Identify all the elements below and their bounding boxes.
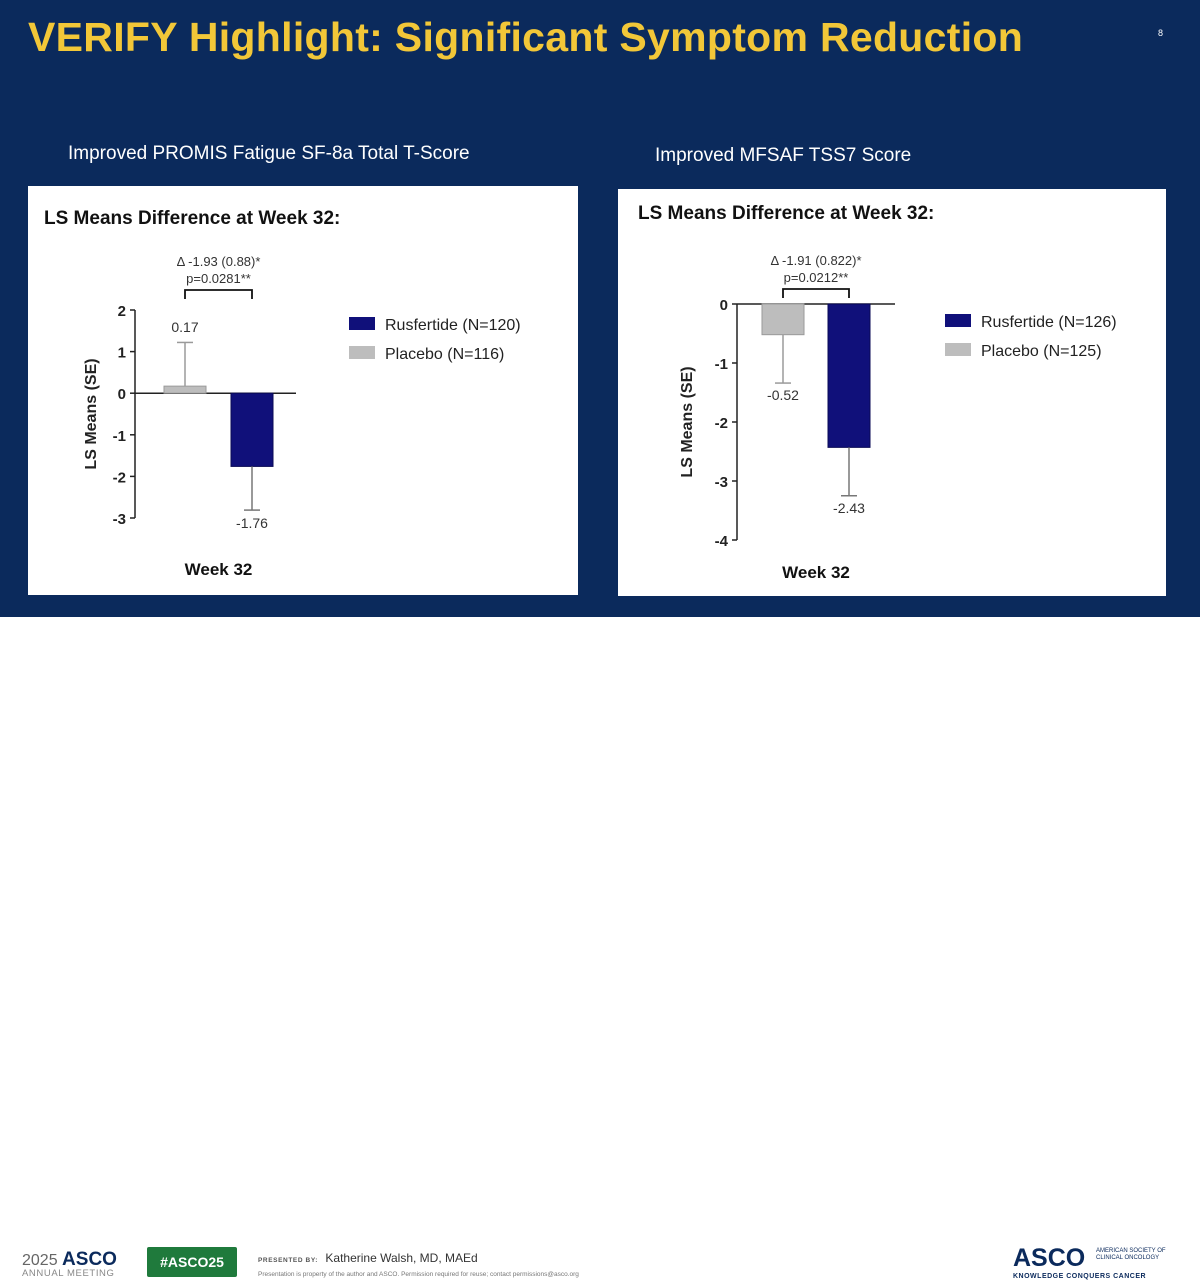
y-tick-label: -3 <box>715 474 728 491</box>
delta-annotation: Δ -1.91 (0.822)* <box>770 253 861 268</box>
y-tick-label: -1 <box>715 356 728 373</box>
presented-by-label: PRESENTED BY: <box>258 1257 319 1264</box>
y-tick-label: 0 <box>118 386 126 403</box>
chart-2: LS Means Difference at Week 32: 0 -1 -2 -3 -4… <box>638 203 1117 582</box>
chart-title: LS Means Difference at Week 32: <box>44 208 340 229</box>
p-value-annotation: p=0.0281** <box>186 271 251 286</box>
significance-bracket <box>184 289 253 299</box>
legend-swatch-rusfertide <box>349 317 375 330</box>
x-axis-label: Week 32 <box>185 560 253 579</box>
y-tick-label: -1 <box>113 428 126 445</box>
legend-label-placebo: Placebo (N=125) <box>981 343 1102 360</box>
legend-swatch-rusfertide <box>945 314 971 327</box>
presenter-name: Katherine Walsh, MD, MAEd <box>325 1251 478 1265</box>
slide-number: 8 <box>1158 28 1164 38</box>
hashtag-badge: #ASCO25 <box>147 1247 237 1277</box>
data-label-rusfertide: -2.43 <box>833 500 865 516</box>
y-axis-label: LS Means (SE) <box>83 358 100 469</box>
chart-1-panel: LS Means Difference at Week 32: 2 1 0 -1 -2 -3… <box>28 186 578 595</box>
data-label-placebo: 0.17 <box>171 319 198 335</box>
y-tick-label: 1 <box>118 345 126 362</box>
chart-title: LS Means Difference at Week 32: <box>638 203 934 224</box>
meeting-subtitle: ANNUAL MEETING <box>22 1268 115 1279</box>
chart-1: LS Means Difference at Week 32: 2 1 0 -1 -2 -3… <box>44 208 521 579</box>
y-tick-label: -3 <box>113 511 126 528</box>
disclaimer: Presentation is property of the author a… <box>258 1271 579 1278</box>
significance-bracket <box>782 288 850 298</box>
slide-title: VERIFY Highlight: Significant Symptom Re… <box>28 14 1024 60</box>
delta-annotation: Δ -1.93 (0.88)* <box>177 254 261 269</box>
asco-logo: ASCO <box>1013 1244 1086 1272</box>
meeting-year: 2025 <box>22 1252 58 1269</box>
chart-2-panel: LS Means Difference at Week 32: 0 -1 -2 -3 -4… <box>618 189 1166 596</box>
footer: 2025 ASCO ANNUAL MEETING #ASCO25 PRESENT… <box>0 617 1200 1280</box>
chart-1-subtitle: Improved PROMIS Fatigue SF-8a Total T-Sc… <box>68 143 470 164</box>
x-axis-label: Week 32 <box>782 563 850 582</box>
legend-label-placebo: Placebo (N=116) <box>385 346 504 363</box>
bar-rusfertide <box>827 303 871 448</box>
p-value-annotation: p=0.0212** <box>784 270 849 285</box>
legend-label-rusfertide: Rusfertide (N=120) <box>385 317 521 334</box>
y-tick-label: 0 <box>720 297 728 314</box>
bar-placebo <box>163 385 207 394</box>
legend-swatch-placebo <box>945 343 971 356</box>
y-tick-label: 2 <box>118 303 126 320</box>
chart-2-subtitle: Improved MFSAF TSS7 Score <box>655 145 912 166</box>
data-label-rusfertide: -1.76 <box>236 515 268 531</box>
slide-background: VERIFY Highlight: Significant Symptom Re… <box>0 0 1200 617</box>
y-axis-label: LS Means (SE) <box>679 366 696 477</box>
bar-placebo <box>761 303 805 336</box>
presenter-line: PRESENTED BY: Katherine Walsh, MD, MAEd <box>258 1251 478 1265</box>
meeting-brand: ASCO <box>62 1249 117 1270</box>
legend-swatch-placebo <box>349 346 375 359</box>
data-label-placebo: -0.52 <box>767 387 799 403</box>
y-tick-label: -2 <box>715 415 728 432</box>
bar-rusfertide <box>230 392 274 467</box>
asco-logo-side-text: AMERICAN SOCIETY OF CLINICAL ONCOLOGY <box>1096 1248 1166 1261</box>
y-tick-label: -2 <box>113 469 126 486</box>
legend-label-rusfertide: Rusfertide (N=126) <box>981 314 1117 331</box>
asco-tagline: KNOWLEDGE CONQUERS CANCER <box>1013 1273 1147 1280</box>
y-tick-label: -4 <box>715 533 729 550</box>
